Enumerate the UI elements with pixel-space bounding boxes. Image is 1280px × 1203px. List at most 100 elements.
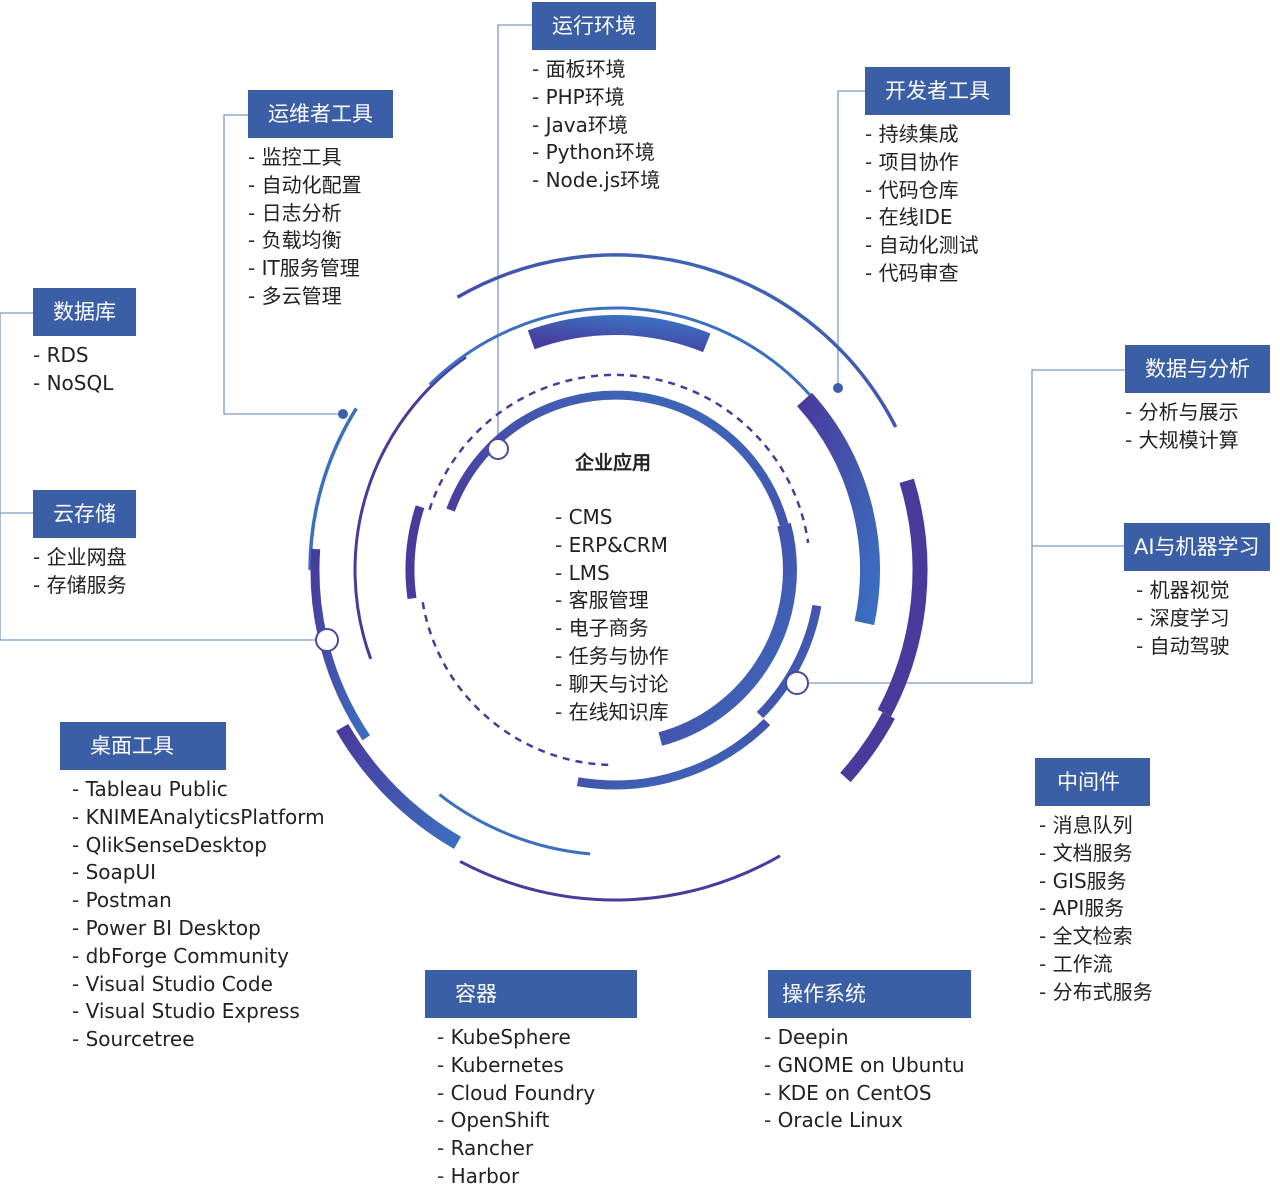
list-item: OpenShift — [437, 1107, 637, 1135]
middleware-block: 中间件 消息队列文档服务GIS服务API服务全文检索工作流分布式服务 — [1035, 758, 1153, 1007]
list-item: Rancher — [437, 1135, 637, 1163]
container-block: 容器 KubeSphereKubernetesCloud FoundryOpen… — [425, 970, 637, 1191]
list-item: Visual Studio Code — [72, 971, 325, 999]
dev-items: 持续集成项目协作代码仓库在线IDE自动化测试代码审查 — [865, 121, 1010, 288]
list-item: 机器视觉 — [1136, 577, 1270, 605]
list-item: 监控工具 — [248, 144, 393, 172]
list-item: 自动化配置 — [248, 172, 393, 200]
connector-lines — [0, 24, 1125, 684]
ai-header: AI与机器学习 — [1124, 523, 1270, 571]
list-item: Visual Studio Express — [72, 998, 325, 1026]
runtime-items: 面板环境PHP环境Java环境Python环境Node.js环境 — [532, 56, 661, 195]
list-item: 存储服务 — [33, 572, 136, 600]
inner-arc-top — [446, 390, 789, 526]
list-item: Postman — [72, 887, 325, 915]
list-item: CMS — [555, 504, 669, 532]
list-item: 客服管理 — [555, 587, 669, 615]
ai-block: AI与机器学习 机器视觉深度学习自动驾驶 — [1124, 523, 1270, 660]
list-item: 消息队列 — [1039, 812, 1153, 840]
connector-nodes — [315, 383, 843, 695]
mid-arc-left-lower — [353, 355, 467, 660]
desktop-header: 桌面工具 — [60, 722, 226, 770]
desktop-block: 桌面工具 Tableau PublicKNIMEAnalyticsPlatfor… — [60, 722, 325, 1054]
list-item: 在线知识库 — [555, 699, 669, 727]
list-item: 任务与协作 — [555, 643, 669, 671]
list-item: Oracle Linux — [764, 1107, 971, 1135]
os-items: DeepinGNOME on UbuntuKDE on CentOSOracle… — [764, 1024, 971, 1135]
list-item: 代码审查 — [865, 260, 1010, 288]
list-item: 电子商务 — [555, 615, 669, 643]
container-header: 容器 — [425, 970, 637, 1018]
dashed-ring — [428, 373, 810, 544]
mid-arc-right-thick — [797, 392, 880, 626]
data-items: 分析与展示大规模计算 — [1125, 399, 1270, 455]
connector-data-ai — [797, 369, 1125, 684]
list-item: Sourcetree — [72, 1026, 325, 1054]
list-item: ERP&CRM — [555, 532, 669, 560]
data-block: 数据与分析 分析与展示大规模计算 — [1125, 345, 1270, 455]
list-item: IT服务管理 — [248, 255, 393, 283]
outer-arc-left — [308, 407, 358, 571]
list-item: 代码仓库 — [865, 177, 1010, 205]
list-item: PHP环境 — [532, 84, 660, 112]
ops-header: 运维者工具 — [248, 90, 393, 138]
connector-runtime — [497, 24, 532, 448]
list-item: Power BI Desktop — [72, 915, 325, 943]
outer-arc-bottom — [459, 854, 781, 902]
outer-arc-bottom-blue — [438, 793, 591, 856]
list-item: 全文检索 — [1039, 923, 1153, 951]
list-item: 负载均衡 — [248, 227, 393, 255]
list-item: Deepin — [764, 1024, 971, 1052]
inner-arc-right-short — [756, 604, 822, 719]
list-item: 分布式服务 — [1039, 979, 1153, 1007]
list-item: LMS — [555, 560, 669, 588]
node-runtime — [487, 438, 509, 460]
list-item: Tableau Public — [72, 776, 325, 804]
os-header: 操作系统 — [768, 970, 971, 1018]
storage-header: 云存储 — [33, 490, 136, 538]
db-items: RDSNoSQL — [33, 342, 136, 398]
middleware-header: 中间件 — [1035, 758, 1150, 806]
list-item: 面板环境 — [532, 56, 660, 84]
center-title: 企业应用 — [575, 452, 652, 474]
mid-arc-top-thin — [428, 306, 811, 396]
list-item: Kubernetes — [437, 1052, 637, 1080]
runtime-block: 运行环境 面板环境PHP环境Java环境Python环境Node.js环境 — [532, 2, 660, 195]
list-item: API服务 — [1039, 895, 1153, 923]
list-item: 在线IDE — [865, 204, 1010, 232]
list-item: Node.js环境 — [532, 167, 661, 195]
list-item: 项目协作 — [865, 149, 1010, 177]
ops-items: 监控工具自动化配置日志分析负载均衡IT服务管理多云管理 — [248, 144, 393, 311]
list-item: 分析与展示 — [1125, 399, 1270, 427]
connector-dev — [837, 90, 865, 388]
outer-arc-bottom-left — [336, 723, 462, 849]
list-item: 持续集成 — [865, 121, 1010, 149]
dev-header: 开发者工具 — [865, 67, 1010, 115]
center-block: 企业应用 CMSERP&CRMLMS客服管理电子商务任务与协作聊天与讨论在线知识… — [555, 450, 669, 726]
inner-arc-right — [658, 522, 797, 746]
node-ops — [338, 409, 348, 419]
storage-items: 企业网盘存储服务 — [33, 544, 136, 600]
inner-arc-left-short — [405, 505, 425, 600]
list-item: 多云管理 — [248, 283, 393, 311]
outer-arc-top — [456, 253, 898, 428]
list-item: KDE on CentOS — [764, 1080, 971, 1108]
outer-arc-right-lower — [840, 712, 895, 783]
list-item: dbForge Community — [72, 943, 325, 971]
list-item: QlikSenseDesktop — [72, 832, 325, 860]
connector-db-storage — [0, 312, 327, 641]
mid-arc-top-thick — [527, 315, 711, 353]
list-item: Cloud Foundry — [437, 1080, 637, 1108]
list-item: 大规模计算 — [1125, 427, 1270, 455]
middleware-items: 消息队列文档服务GIS服务API服务全文检索工作流分布式服务 — [1039, 812, 1153, 1007]
dev-block: 开发者工具 持续集成项目协作代码仓库在线IDE自动化测试代码审查 — [865, 67, 1010, 288]
list-item: 工作流 — [1039, 951, 1153, 979]
list-item: Harbor — [437, 1163, 637, 1191]
list-item: 企业网盘 — [33, 544, 136, 572]
container-items: KubeSphereKubernetesCloud FoundryOpenShi… — [437, 1024, 637, 1191]
list-item: 聊天与讨论 — [555, 671, 669, 699]
ai-items: 机器视觉深度学习自动驾驶 — [1136, 577, 1270, 660]
list-item: 深度学习 — [1136, 605, 1270, 633]
list-item: NoSQL — [33, 370, 136, 398]
